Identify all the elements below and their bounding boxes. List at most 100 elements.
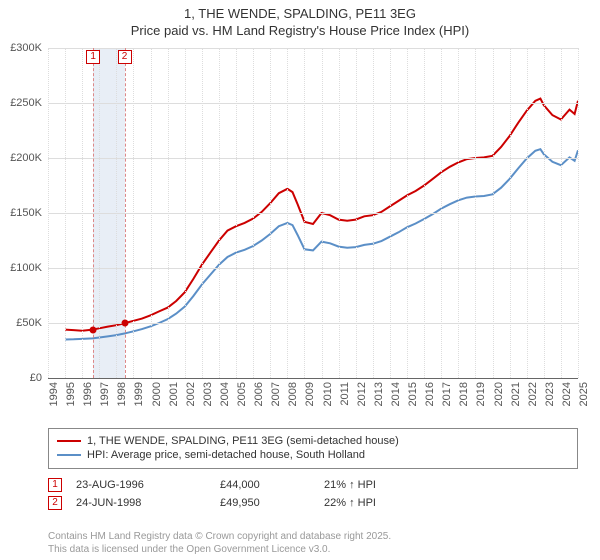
sale-row: 2 24-JUN-1998 £49,950 22% ↑ HPI	[48, 496, 578, 510]
x-tick-label: 1994	[48, 382, 60, 406]
gridline-vertical	[65, 48, 66, 378]
x-tick-label: 2005	[236, 382, 248, 406]
gridline-vertical	[373, 48, 374, 378]
gridline-vertical	[202, 48, 203, 378]
sale-price: £49,950	[220, 497, 310, 509]
gridline-horizontal	[48, 378, 578, 379]
gridline-vertical	[82, 48, 83, 378]
legend-box: 1, THE WENDE, SPALDING, PE11 3EG (semi-d…	[48, 428, 578, 469]
footer-line2: This data is licensed under the Open Gov…	[48, 544, 391, 557]
x-tick-label: 2002	[185, 382, 197, 406]
gridline-vertical	[510, 48, 511, 378]
title-address: 1, THE WENDE, SPALDING, PE11 3EG	[0, 6, 600, 21]
gridline-vertical	[475, 48, 476, 378]
sales-block: 1 23-AUG-1996 £44,000 21% ↑ HPI 2 24-JUN…	[48, 474, 578, 514]
title-subtitle: Price paid vs. HM Land Registry's House …	[0, 23, 600, 38]
x-tick-label: 2017	[441, 382, 453, 406]
marker-box: 2	[118, 50, 132, 64]
x-tick-label: 2019	[475, 382, 487, 406]
legend-item-price-paid: 1, THE WENDE, SPALDING, PE11 3EG (semi-d…	[57, 435, 569, 447]
x-tick-label: 2007	[270, 382, 282, 406]
marker-dot	[121, 320, 128, 327]
x-tick-label: 2001	[168, 382, 180, 406]
gridline-vertical	[356, 48, 357, 378]
gridline-vertical	[493, 48, 494, 378]
gridline-horizontal	[48, 213, 578, 214]
gridline-vertical	[322, 48, 323, 378]
x-tick-label: 2011	[339, 382, 351, 406]
gridline-vertical	[390, 48, 391, 378]
gridline-vertical	[168, 48, 169, 378]
chart-area: £0£50K£100K£150K£200K£250K£300K199419951…	[48, 48, 578, 378]
x-tick-label: 2025	[578, 382, 590, 406]
y-tick-label: £300K	[10, 42, 42, 54]
y-tick-label: £100K	[10, 262, 42, 274]
gridline-vertical	[544, 48, 545, 378]
x-tick-label: 2014	[390, 382, 402, 406]
gridline-vertical	[458, 48, 459, 378]
footer-line1: Contains HM Land Registry data © Crown c…	[48, 531, 391, 544]
x-tick-label: 2023	[544, 382, 556, 406]
legend-swatch	[57, 440, 81, 442]
gridline-horizontal	[48, 158, 578, 159]
gridline-vertical	[424, 48, 425, 378]
legend-label: HPI: Average price, semi-detached house,…	[87, 449, 365, 461]
title-block: 1, THE WENDE, SPALDING, PE11 3EG Price p…	[0, 0, 600, 38]
sale-date: 24-JUN-1998	[76, 497, 206, 509]
y-tick-label: £250K	[10, 97, 42, 109]
legend-item-hpi: HPI: Average price, semi-detached house,…	[57, 449, 569, 461]
gridline-vertical	[561, 48, 562, 378]
x-tick-label: 1999	[133, 382, 145, 406]
gridline-vertical	[270, 48, 271, 378]
gridline-vertical	[407, 48, 408, 378]
x-tick-label: 2015	[407, 382, 419, 406]
y-tick-label: £0	[30, 372, 42, 384]
x-tick-label: 2020	[493, 382, 505, 406]
gridline-vertical	[287, 48, 288, 378]
gridline-vertical	[48, 48, 49, 378]
marker-box: 1	[86, 50, 100, 64]
gridline-vertical	[151, 48, 152, 378]
x-tick-label: 1996	[82, 382, 94, 406]
gridline-vertical	[116, 48, 117, 378]
sale-marker: 1	[48, 478, 62, 492]
gridline-horizontal	[48, 268, 578, 269]
figure-container: 1, THE WENDE, SPALDING, PE11 3EG Price p…	[0, 0, 600, 560]
gridline-vertical	[441, 48, 442, 378]
gridline-vertical	[99, 48, 100, 378]
x-tick-label: 2021	[510, 382, 522, 406]
gridline-vertical	[219, 48, 220, 378]
x-tick-label: 1997	[99, 382, 111, 406]
x-tick-label: 2000	[151, 382, 163, 406]
x-tick-label: 1998	[116, 382, 128, 406]
gridline-vertical	[578, 48, 579, 378]
x-tick-label: 2018	[458, 382, 470, 406]
gridline-vertical	[185, 48, 186, 378]
x-tick-label: 2022	[527, 382, 539, 406]
y-tick-label: £200K	[10, 152, 42, 164]
x-tick-label: 2010	[322, 382, 334, 406]
sale-hpi-relative: 22% ↑ HPI	[324, 497, 376, 509]
gridline-vertical	[236, 48, 237, 378]
x-tick-label: 2006	[253, 382, 265, 406]
sale-marker: 2	[48, 496, 62, 510]
x-tick-label: 2024	[561, 382, 573, 406]
gridline-horizontal	[48, 48, 578, 49]
gridline-vertical	[253, 48, 254, 378]
y-tick-label: £150K	[10, 207, 42, 219]
x-tick-label: 2012	[356, 382, 368, 406]
plot-area: £0£50K£100K£150K£200K£250K£300K199419951…	[48, 48, 578, 378]
footer: Contains HM Land Registry data © Crown c…	[48, 531, 391, 556]
x-tick-label: 1995	[65, 382, 77, 406]
gridline-horizontal	[48, 103, 578, 104]
x-tick-label: 2004	[219, 382, 231, 406]
legend-swatch	[57, 454, 81, 456]
gridline-vertical	[527, 48, 528, 378]
y-tick-label: £50K	[16, 317, 42, 329]
x-tick-label: 2008	[287, 382, 299, 406]
x-tick-label: 2003	[202, 382, 214, 406]
gridline-vertical	[133, 48, 134, 378]
legend-label: 1, THE WENDE, SPALDING, PE11 3EG (semi-d…	[87, 435, 399, 447]
x-tick-label: 2016	[424, 382, 436, 406]
x-tick-label: 2013	[373, 382, 385, 406]
